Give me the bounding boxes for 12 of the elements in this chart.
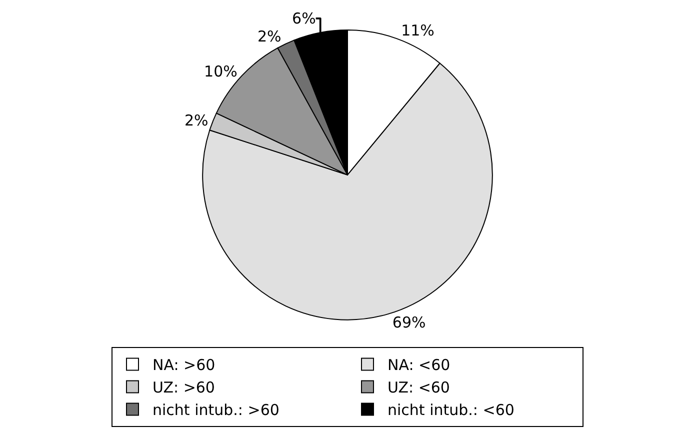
data-label: 10% — [204, 62, 238, 80]
data-label: 69% — [392, 313, 426, 332]
legend-label: UZ: >60 — [152, 378, 215, 397]
legend-label: nicht intub.: <60 — [388, 401, 514, 420]
legend-label: NA: >60 — [152, 356, 216, 374]
legend-label: nicht intub.: >60 — [152, 401, 280, 420]
data-label: 11% — [401, 22, 434, 40]
legend-label: UZ: <60 — [388, 378, 450, 397]
data-label: 6% — [292, 9, 316, 28]
data-label: 2% — [258, 27, 282, 46]
data-label: 2% — [184, 111, 208, 130]
legend-label: NA: <60 — [388, 356, 450, 374]
